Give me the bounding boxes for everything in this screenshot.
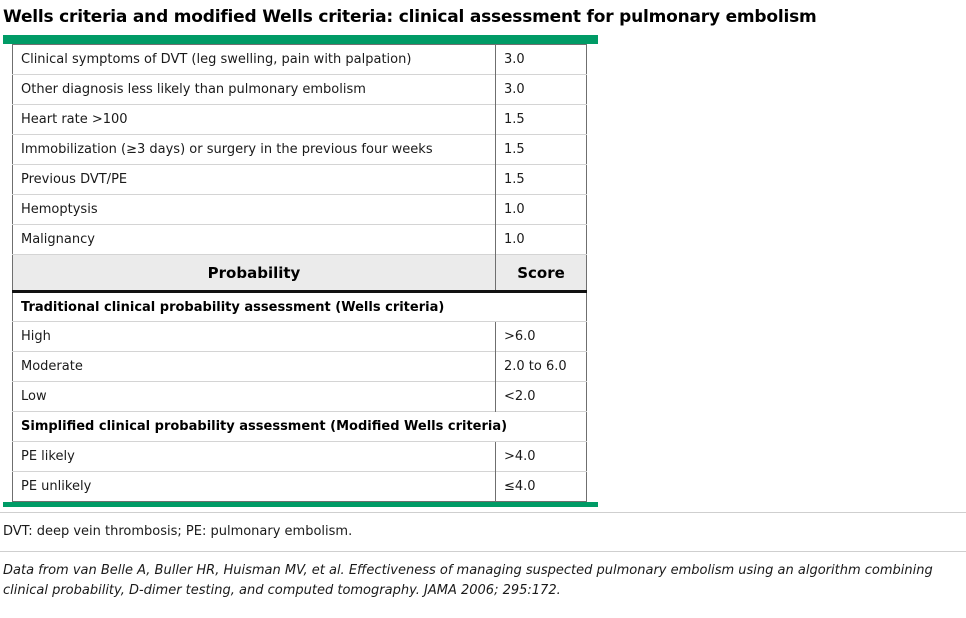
footnote-divider-middle <box>0 551 966 552</box>
table-bottom-accent-bar <box>3 502 598 507</box>
criteria-row: Hemoptysis 1.0 <box>12 194 587 225</box>
section-header-row: Traditional clinical probability assessm… <box>12 291 587 322</box>
probability-label: PE likely <box>12 441 496 472</box>
probability-score: ≤4.0 <box>495 471 587 502</box>
criterion-score: 1.5 <box>495 134 587 165</box>
criterion-score: 1.5 <box>495 164 587 195</box>
criteria-row: Malignancy 1.0 <box>12 224 587 255</box>
criteria-row: Immobilization (≥3 days) or surgery in t… <box>12 134 587 165</box>
probability-label: PE unlikely <box>12 471 496 502</box>
criterion-label: Clinical symptoms of DVT (leg swelling, … <box>21 52 412 67</box>
criteria-row: Heart rate >100 1.5 <box>12 104 587 135</box>
table-top-accent-bar <box>3 35 598 44</box>
section-header-label: Simplified clinical probability assessme… <box>12 411 587 442</box>
criterion-label: Previous DVT/PE <box>12 164 496 195</box>
citation-note: Data from van Belle A, Buller HR, Huisma… <box>3 563 933 598</box>
criteria-row: Clinical symptoms of DVT (leg swelling, … <box>13 44 587 75</box>
probability-label: Moderate <box>12 351 496 382</box>
probability-row: PE likely >4.0 <box>12 441 587 472</box>
page-title: Wells criteria and modified Wells criter… <box>3 7 817 27</box>
section-header-label: Traditional clinical probability assessm… <box>12 291 587 322</box>
criterion-score: 3.0 <box>495 74 587 105</box>
criterion-label: Other diagnosis less likely than pulmona… <box>12 74 496 105</box>
wells-criteria-table: Clinical symptoms of DVT (leg swelling, … <box>12 44 587 502</box>
probability-score: <2.0 <box>495 381 587 412</box>
probability-row: PE unlikely ≤4.0 <box>12 471 587 502</box>
criterion-score: 3.0 <box>495 44 587 75</box>
probability-label: High <box>12 321 496 352</box>
criterion-label: Hemoptysis <box>12 194 496 225</box>
criterion-label: Heart rate >100 <box>12 104 496 135</box>
criterion-score: 1.5 <box>495 104 587 135</box>
criterion-label: Malignancy <box>12 224 496 255</box>
abbreviations-note: DVT: deep vein thrombosis; PE: pulmonary… <box>3 524 353 539</box>
criterion-score: 1.0 <box>495 224 587 255</box>
probability-row: Moderate 2.0 to 6.0 <box>12 351 587 382</box>
probability-column-header: Probability <box>12 254 496 293</box>
wells-table-body: Clinical symptoms of DVT (leg swelling, … <box>12 44 587 502</box>
wells-table-graphic: Clinical symptoms of DVT (leg swelling, … <box>3 35 598 507</box>
criteria-row: Previous DVT/PE 1.5 <box>12 164 587 195</box>
section-header-row: Simplified clinical probability assessme… <box>12 411 587 442</box>
probability-score: >4.0 <box>495 441 587 472</box>
probability-score: 2.0 to 6.0 <box>495 351 587 382</box>
criteria-row: Other diagnosis less likely than pulmona… <box>12 74 587 105</box>
probability-row: Low <2.0 <box>12 381 587 412</box>
score-column-header: Score <box>495 254 587 293</box>
probability-score: >6.0 <box>495 321 587 352</box>
probability-header-row: Probability Score <box>12 254 587 293</box>
probability-row: High >6.0 <box>12 321 587 352</box>
criterion-score: 1.0 <box>495 194 587 225</box>
criterion-label: Immobilization (≥3 days) or surgery in t… <box>12 134 496 165</box>
footnote-divider-top <box>0 512 966 513</box>
probability-label: Low <box>12 381 496 412</box>
